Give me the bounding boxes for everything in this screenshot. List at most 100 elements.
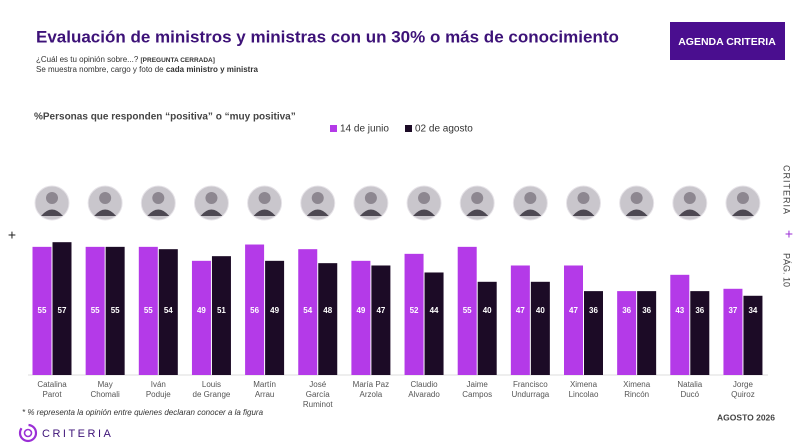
bar: [743, 295, 763, 375]
value-label: 36: [642, 306, 651, 315]
x-tick-label: Louis de Grange: [192, 380, 231, 399]
bar: [298, 249, 318, 375]
value-label: 47: [516, 306, 525, 315]
x-tick-label: José García Ruminot: [302, 380, 333, 409]
value-label: 40: [536, 306, 545, 315]
value-label: 55: [91, 306, 100, 315]
value-label: 54: [303, 306, 312, 315]
value-label: 36: [622, 306, 631, 315]
bar: [52, 242, 72, 375]
photo-head: [630, 192, 643, 204]
value-label: 37: [728, 306, 737, 315]
slide-title: Evaluación de ministros y ministras con …: [36, 27, 619, 46]
x-tick-label: María Paz Arzola: [352, 380, 390, 399]
value-label: 47: [569, 306, 578, 315]
note-text: Se muestra nombre, cargo y foto de: [36, 65, 164, 74]
date: AGOSTO 2026: [717, 412, 775, 422]
photo-head: [418, 192, 431, 204]
value-label: 55: [463, 306, 472, 315]
bar: [191, 260, 211, 375]
value-label: 36: [589, 306, 598, 315]
photo-body: [253, 209, 276, 216]
photo-body: [413, 209, 436, 216]
photo-body: [359, 209, 382, 216]
footnote: * % representa la opinión entre quienes …: [22, 408, 264, 417]
bar: [32, 246, 52, 375]
photo-head: [364, 192, 377, 204]
photo-body: [147, 209, 170, 216]
logo: CRITERIA: [42, 428, 113, 440]
photo-head: [683, 192, 696, 204]
bar: [105, 246, 125, 375]
bar: [138, 246, 158, 375]
chart-subtitle: %Personas que responden “positiva” o “mu…: [34, 112, 296, 123]
photo-head: [152, 192, 165, 204]
value-label: 49: [356, 306, 365, 315]
value-label: 51: [217, 306, 226, 315]
x-tick-label: Ximena Rincón: [623, 380, 651, 399]
x-tick-label: Jaime Campos: [462, 380, 493, 399]
x-tick-label: Catalina Parot: [37, 380, 67, 399]
value-label: 49: [197, 306, 206, 315]
photo-body: [678, 209, 701, 216]
bar: [723, 288, 743, 375]
photo-head: [46, 192, 58, 204]
bar: [690, 291, 710, 375]
bar: [617, 291, 637, 375]
question-text: ¿Cuál es tu opinión sobre...?: [36, 55, 139, 64]
value-label: 55: [144, 306, 153, 315]
plus: +: [785, 226, 793, 242]
value-label: 54: [164, 306, 173, 315]
note: Se muestra nombre, cargo y foto de cada …: [36, 65, 258, 74]
page-number: PÁG. 10: [782, 253, 792, 287]
photo-head: [205, 192, 218, 204]
value-label: 44: [430, 306, 439, 315]
photo-head: [577, 192, 590, 204]
x-tick-label: Iván Poduje: [145, 380, 171, 399]
logo-icon: [23, 428, 33, 438]
value-label: 34: [748, 306, 757, 315]
photo-body: [306, 209, 329, 216]
value-label: 36: [695, 306, 704, 315]
photo-body: [466, 209, 489, 216]
logo-icon: [18, 423, 38, 443]
bar: [371, 265, 391, 375]
bar: [265, 260, 285, 375]
badge-bg: [670, 22, 785, 60]
x-tick-label: Jorge Quiroz: [731, 380, 755, 399]
x-tick-label: May Chomali: [90, 380, 120, 399]
bar: [211, 256, 231, 375]
photo-head: [258, 192, 271, 204]
photo-body: [519, 209, 542, 216]
bar: [637, 291, 657, 375]
x-tick-label: Ximena Lincolao: [568, 380, 599, 399]
value-label: 57: [58, 306, 67, 315]
photo-head: [524, 192, 537, 204]
x-tick-label: Francisco Undurraga: [511, 380, 550, 399]
photo-body: [572, 209, 595, 216]
photo-head: [471, 192, 484, 204]
bar: [404, 253, 424, 375]
photo-head: [99, 192, 112, 204]
bar: [584, 291, 603, 375]
x-tick-label: Natalia Ducó: [677, 380, 703, 399]
x-tick-label: Martín Arrau: [253, 380, 276, 399]
photo-body: [731, 209, 754, 216]
bar: [424, 272, 444, 375]
badge: AGENDA CRITERIA: [678, 36, 776, 48]
value-label: 47: [376, 306, 385, 315]
photo-head: [311, 192, 324, 204]
value-label: 43: [675, 306, 684, 315]
value-label: 40: [483, 306, 492, 315]
legend-swatch: [405, 125, 412, 132]
bar: [245, 244, 265, 375]
plus: +: [8, 227, 16, 243]
photo-body: [625, 209, 648, 216]
legend-swatch: [330, 125, 337, 132]
bar: [670, 274, 690, 375]
bar: [158, 249, 178, 375]
value-label: 49: [270, 306, 279, 315]
bar: [530, 281, 550, 375]
value-label: 56: [250, 306, 259, 315]
